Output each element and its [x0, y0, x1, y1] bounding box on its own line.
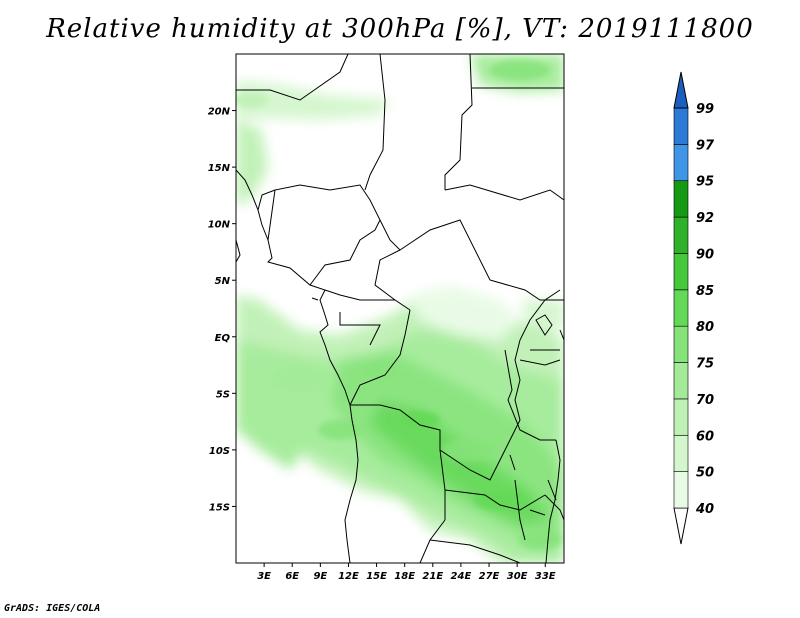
lat-label-2: 10N: [208, 220, 231, 231]
colorbar-segment-2: [673, 398, 689, 436]
lon-label-0: 3E: [257, 571, 271, 582]
colorbar-segment-5: [673, 289, 689, 327]
lon-label-9: 30E: [507, 571, 528, 582]
colorbar-label-97: 97: [696, 138, 715, 153]
lat-label-1: 15N: [208, 163, 231, 174]
colorbar-label-70: 70: [696, 393, 714, 408]
lat-label-4: EQ: [215, 333, 231, 344]
latitude-axis: 20N 15N 10N 5N EQ 5S 10S 15S: [208, 107, 236, 513]
lat-label-6: 10S: [209, 446, 230, 457]
colorbar-high-arrow: [673, 71, 689, 109]
lon-label-1: 6E: [285, 571, 299, 582]
colorbar-label-92: 92: [696, 211, 714, 226]
longitude-axis: 3E 6E 9E 12E 15E 18E 21E 24E 27E 30E 33E: [257, 563, 556, 582]
lon-label-3: 12E: [338, 571, 359, 582]
lon-label-4: 15E: [366, 571, 387, 582]
map-frame: [235, 53, 565, 564]
lat-label-7: 15S: [209, 502, 230, 513]
colorbar-segment-1: [673, 434, 689, 472]
colorbar-segment-0: [673, 471, 689, 509]
colorbar-label-85: 85: [696, 284, 714, 299]
country-borders: [236, 54, 564, 563]
colorbar-label-99: 99: [696, 102, 714, 117]
lat-label-3: 5N: [215, 276, 231, 287]
colorbar-segment-10: [673, 107, 689, 145]
colorbar-label-40: 40: [695, 502, 714, 517]
lon-label-10: 33E: [535, 571, 556, 582]
colorbar-segment-4: [673, 325, 689, 363]
colorbar-label-60: 60: [696, 429, 714, 444]
humidity-field: [236, 54, 564, 563]
colorbar-label-90: 90: [696, 247, 714, 262]
lon-label-7: 24E: [451, 571, 472, 582]
lat-label-0: 20N: [208, 107, 231, 118]
colorbar-label-80: 80: [696, 320, 714, 335]
colorbar-low-arrow: [673, 507, 689, 545]
lon-label-8: 27E: [479, 571, 500, 582]
map-title: Relative humidity at 300hPa [%], VT: 201…: [46, 14, 754, 44]
colorbar-segment-7: [673, 216, 689, 254]
lat-label-5: 5S: [216, 389, 230, 400]
lon-label-6: 21E: [422, 571, 443, 582]
colorbar-segment-6: [673, 253, 689, 291]
colorbar-segment-3: [673, 362, 689, 400]
lon-label-2: 9E: [313, 571, 327, 582]
colorbar-label-50: 50: [696, 466, 714, 481]
colorbar-segment-8: [673, 180, 689, 218]
colorbar-segment-9: [673, 144, 689, 182]
lon-label-5: 18E: [394, 571, 415, 582]
colorbar-label-75: 75: [696, 357, 714, 372]
colorbar-label-95: 95: [696, 175, 714, 190]
colorbar: 40 50 60 70 75 80 85 90 92 95 97 99: [673, 71, 715, 545]
grads-credit: GrADS: IGES/COLA: [4, 603, 101, 614]
